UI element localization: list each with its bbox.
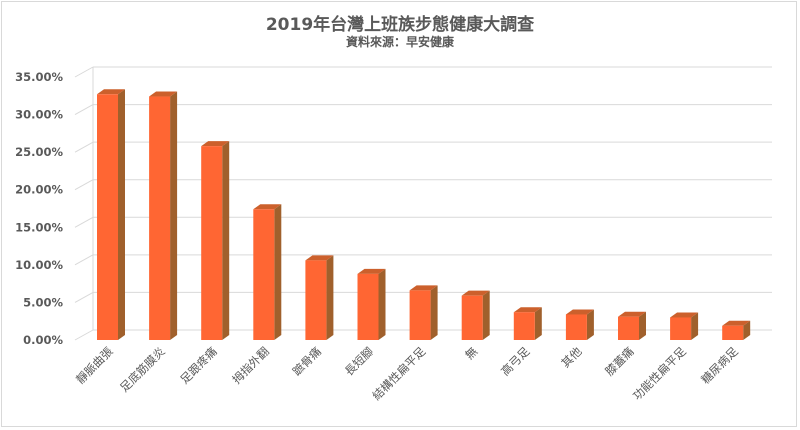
bar: [722, 320, 751, 340]
x-tick-label: 無: [462, 344, 480, 362]
bars: [97, 89, 751, 340]
bar: [618, 311, 646, 340]
bar: [357, 268, 386, 340]
bar: [565, 309, 594, 340]
gridline-side: [74, 66, 94, 78]
chart-subtitle: 資料來源：早安健康: [345, 35, 454, 49]
y-tick-label: 20.00%: [15, 183, 63, 197]
y-tick-label: 35.00%: [15, 70, 63, 84]
x-tick-label: 膝蓋痛: [602, 344, 636, 378]
y-tick-label: 0.00%: [23, 333, 63, 347]
chart-title: 2019年台灣上班族步態健康大調查: [265, 15, 535, 35]
gridline-side: [74, 179, 94, 191]
x-tick-label: 高弓足: [498, 344, 533, 379]
x-tick-label: 足跟疼痛: [177, 344, 219, 386]
gridline-side: [74, 291, 94, 303]
y-tick-label: 10.00%: [15, 258, 63, 272]
y-tick-label: 30.00%: [15, 108, 63, 122]
x-tick-label: 足底筋膜炎: [117, 344, 168, 395]
y-tick-label: 15.00%: [15, 220, 63, 234]
x-tick-label: 長短腳: [342, 344, 376, 378]
x-tick-label: 靜脈曲張: [73, 344, 116, 387]
bar: [253, 204, 282, 340]
y-tick-label: 5.00%: [23, 295, 63, 309]
gridline-side: [74, 254, 94, 266]
x-tick-label: 結構性扁平足: [370, 344, 429, 403]
bar: [201, 141, 230, 340]
gridline-side: [74, 216, 94, 228]
bar: [513, 307, 542, 340]
x-tick-label: 蹠骨痛: [290, 344, 324, 378]
y-tick-label: 25.00%: [15, 145, 63, 159]
bar: [305, 255, 334, 340]
bar: [149, 91, 178, 340]
gridline-side: [74, 141, 94, 153]
x-tick-label: 其他: [558, 344, 585, 371]
gridline-side: [74, 329, 94, 341]
x-tick-label: 糖尿病足: [698, 344, 741, 387]
gridline-side: [74, 104, 94, 116]
bar: [670, 312, 699, 340]
bar: [97, 89, 125, 340]
bar: [409, 285, 438, 340]
bar: [461, 290, 490, 340]
x-tick-label: 功能性扁平足: [630, 344, 689, 403]
y-axis: 0.00% 5.00% 10.00% 15.00% 20.00% 25.00% 30.00%…: [15, 70, 63, 347]
x-axis: 靜脈曲張 足底筋膜炎 足跟疼痛 拇指外翻 蹠骨痛 長短腳結構性扁平足 無高弓足 其他 膝蓋痛功能…: [73, 344, 741, 403]
x-tick-label: 拇指外翻: [229, 344, 271, 386]
